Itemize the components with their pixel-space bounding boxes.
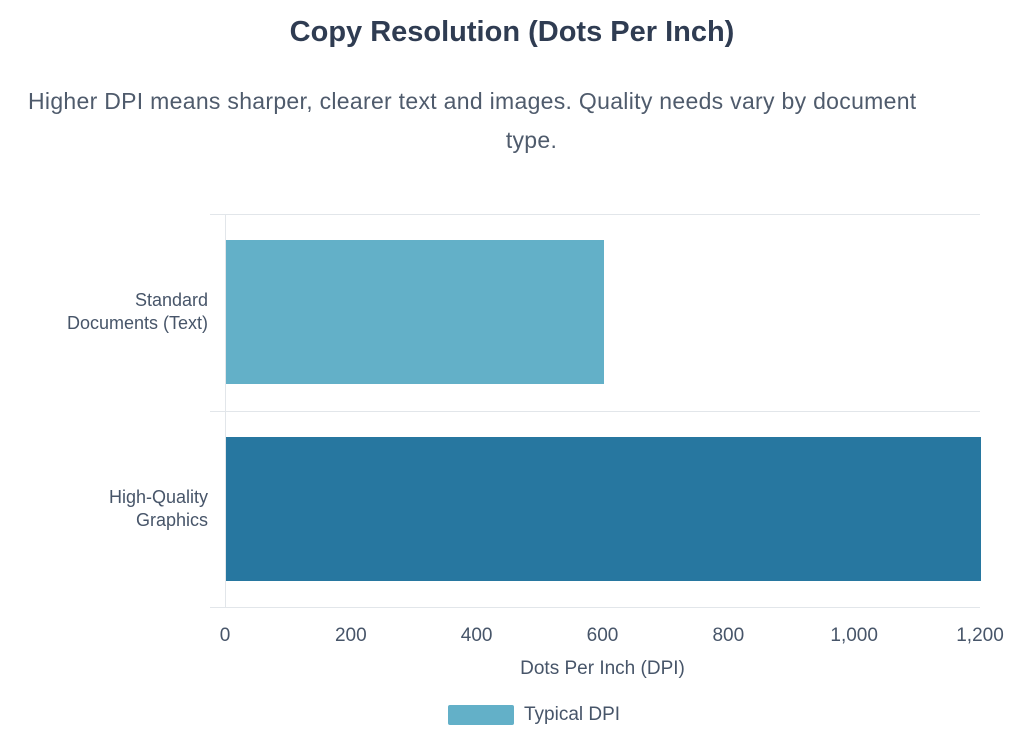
grid-line: [210, 410, 980, 412]
x-axis-title: Dots Per Inch (DPI): [520, 658, 685, 679]
grid-line: [210, 607, 980, 608]
chart-subtitle-line-1: Higher DPI means sharper, clearer text a…: [28, 88, 917, 114]
legend: Typical DPI: [448, 705, 620, 725]
y-axis-line: [225, 214, 226, 607]
x-tick-label: 1,200: [956, 625, 1004, 646]
x-tick-label: 600: [586, 625, 619, 646]
x-tick-label: 1,000: [830, 625, 878, 646]
category-label: High-Quality Graphics: [108, 486, 208, 530]
bar-high-quality-graphics: [226, 436, 981, 581]
legend-series-label: Typical DPI: [524, 704, 621, 725]
x-tick-label: 800: [712, 625, 745, 646]
chart-title: Copy Resolution (Dots Per Inch): [289, 16, 735, 48]
bar-standard-documents-text: [226, 240, 604, 385]
x-tick-label: 400: [460, 625, 493, 646]
grid-line: [210, 214, 980, 215]
category-label: Standard Documents (Text): [66, 290, 208, 334]
x-tick-label: 0: [219, 625, 231, 646]
chart-subtitle-line-2: type.: [505, 127, 558, 153]
x-tick-label: 200: [334, 625, 367, 646]
legend-swatch-icon: [448, 705, 514, 725]
